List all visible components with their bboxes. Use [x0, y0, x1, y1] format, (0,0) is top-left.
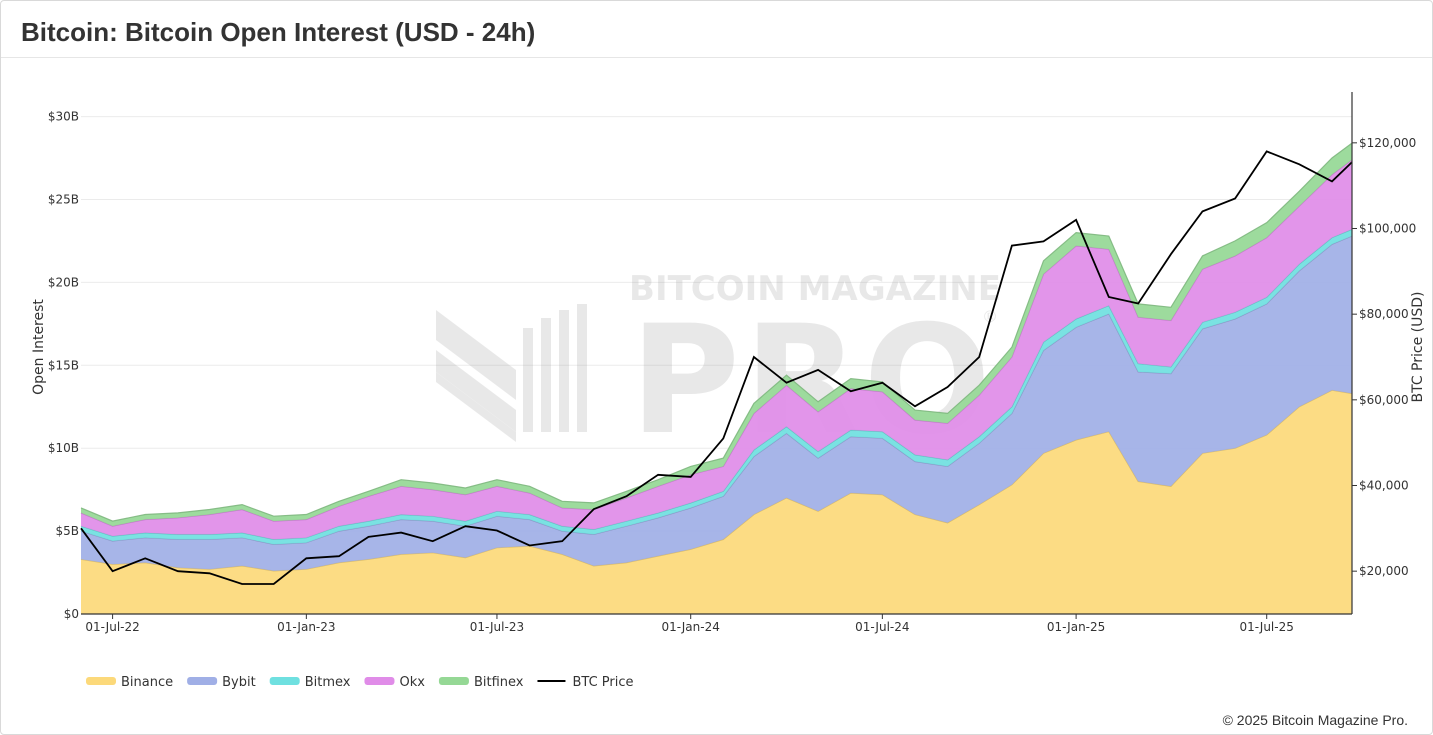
x-tick-label: 01-Jul-23 [470, 620, 524, 634]
right-tick-label: $100,000 [1359, 222, 1416, 236]
watermark-logo-icon [436, 304, 587, 442]
legend-item-bitfinex[interactable]: Bitfinex [438, 675, 524, 690]
axes: $0 $5B $10B $15B $20B $25B $30B $20,000 $40,000 $… [31, 92, 1426, 634]
x-tick-label: 01-Jan-24 [662, 620, 720, 634]
legend: Binance Bybit Bitmex Okx Bitfinex BTC Price [86, 675, 634, 690]
series-btc-price [80, 150, 1353, 585]
left-tick-label: $10B [48, 441, 79, 455]
right-tick-label: $120,000 [1359, 136, 1416, 150]
legend-label: Bitmex [305, 675, 351, 690]
legend-swatch [364, 677, 395, 685]
left-tick-label: $5B [55, 524, 79, 538]
right-tick-label: $40,000 [1359, 479, 1409, 493]
x-tick-label: 01-Jul-25 [1240, 620, 1294, 634]
left-tick-label: $30B [48, 110, 79, 124]
legend-label: Bitfinex [474, 675, 524, 690]
legend-item-okx[interactable]: Okx [364, 675, 425, 690]
legend-item-btc-price[interactable]: BTC Price [537, 675, 634, 690]
stacked-areas [80, 142, 1353, 614]
area-edge-bitfinex [80, 142, 1353, 522]
legend-label: Bybit [222, 675, 256, 690]
legend-label: BTC Price [572, 675, 633, 690]
right-axis-title: BTC Price (USD) [1410, 291, 1426, 402]
left-tick-label: $25B [48, 192, 79, 206]
x-tick-label: 01-Jul-22 [85, 620, 139, 634]
left-tick-label: $15B [48, 358, 79, 372]
copyright-text: © 2025 Bitcoin Magazine Pro. [1222, 712, 1408, 728]
legend-swatch [187, 677, 218, 685]
x-tick-label: 01-Jul-24 [855, 620, 909, 634]
left-tick-label: $0 [64, 607, 79, 621]
x-tick-label: 01-Jan-25 [1047, 620, 1105, 634]
area-binance [81, 390, 1352, 614]
left-axis-title: Open Interest [31, 299, 47, 395]
legend-label: Binance [121, 675, 173, 690]
watermark-text: BITCOIN MAGAZINE [629, 269, 1001, 309]
legend-item-bybit[interactable]: Bybit [187, 675, 256, 690]
page-title: Bitcoin: Bitcoin Open Interest (USD - 24… [21, 17, 536, 47]
watermark-registered-mark: ® [982, 307, 998, 326]
legend-swatch [86, 677, 116, 685]
right-tick-label: $20,000 [1359, 564, 1409, 578]
legend-item-binance[interactable]: Binance [86, 675, 173, 690]
legend-item-bitmex[interactable]: Bitmex [269, 675, 351, 690]
legend-swatch [438, 677, 469, 685]
area-bybit [81, 236, 1352, 571]
right-tick-label: $80,000 [1359, 307, 1409, 321]
left-tick-label: $20B [48, 275, 79, 289]
legend-swatch [269, 677, 300, 685]
x-tick-label: 01-Jan-23 [277, 620, 335, 634]
right-tick-label: $60,000 [1359, 393, 1409, 407]
open-interest-chart: BITCOIN MAGAZINE PRO ® $0$5B$10B$15B$20B… [31, 92, 1426, 690]
chart-header: Bitcoin: Bitcoin Open Interest (USD - 24… [1, 1, 1432, 58]
legend-label: Okx [399, 675, 425, 690]
btc-price-line [80, 150, 1353, 585]
